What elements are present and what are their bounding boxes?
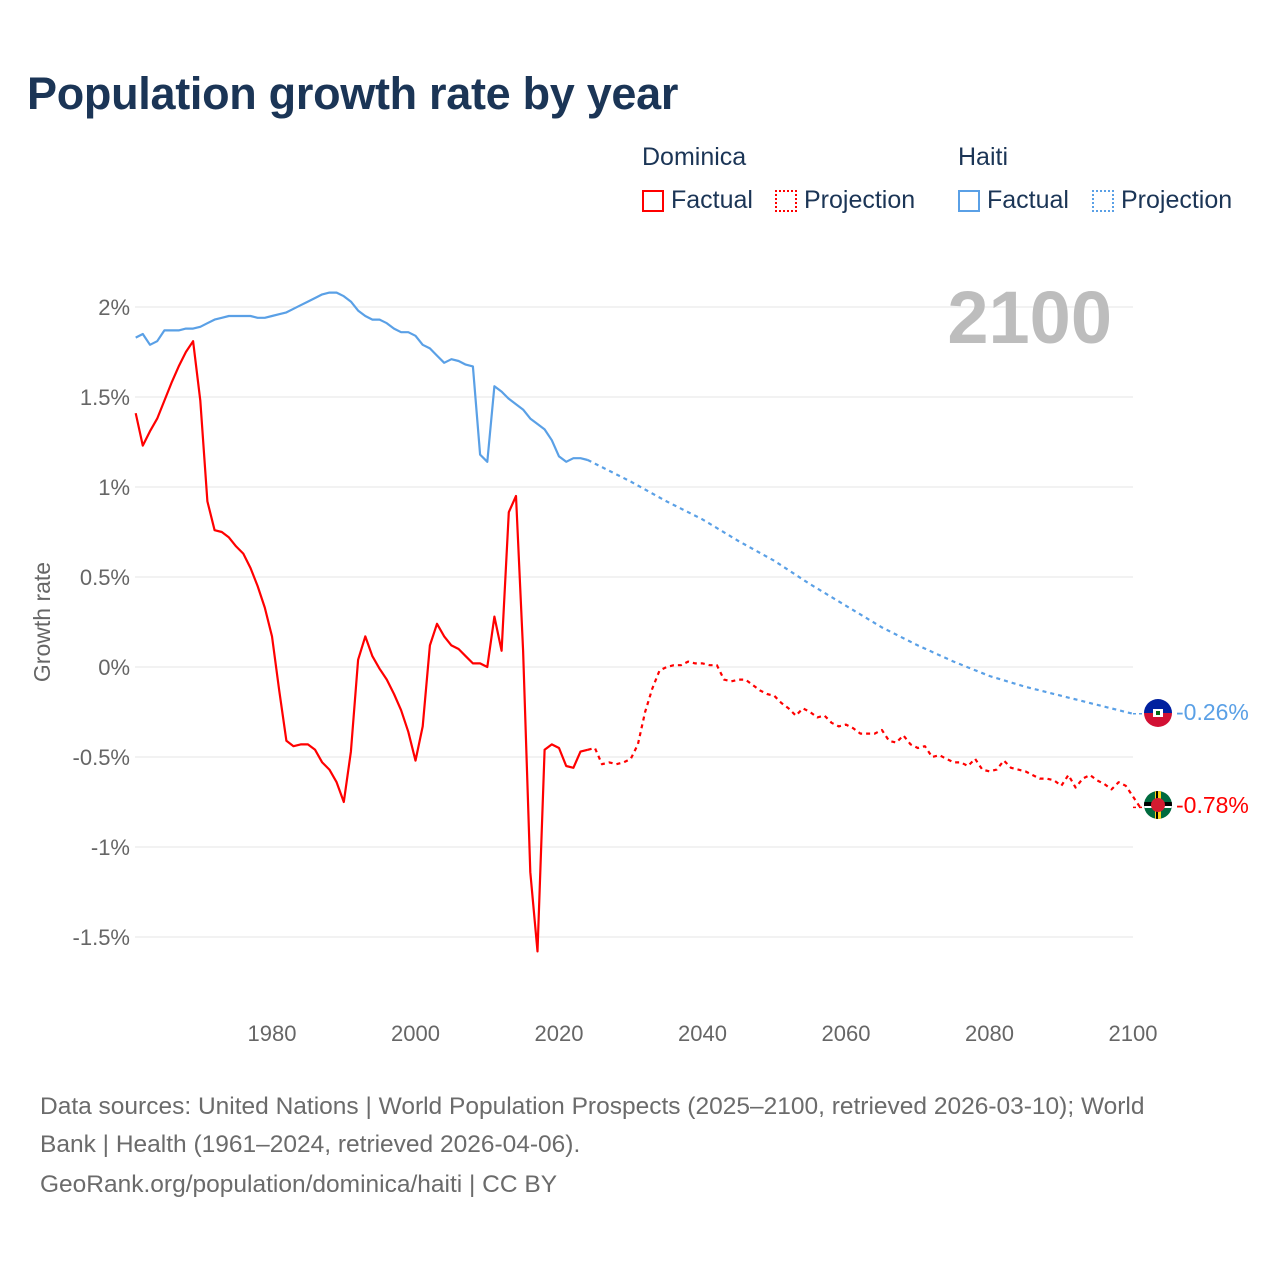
footer-line: Data sources: United Nations | World Pop… <box>40 1093 1145 1120</box>
legend-dominica: Dominica <box>642 143 746 172</box>
y-tick-label: -1% <box>91 835 130 860</box>
legend-haiti: Haiti <box>958 143 1008 172</box>
chart-title: Population growth rate by year <box>27 68 679 119</box>
y-tick-label: 0% <box>98 655 130 680</box>
footer-sources: Data sources: United Nations | World Pop… <box>40 1088 1240 1204</box>
haiti-projection-line <box>587 459 1134 715</box>
x-tick-label: 2060 <box>822 1021 871 1046</box>
legend-haiti-factual[interactable]: Factual <box>958 186 1069 215</box>
y-tick-label: -1.5% <box>73 925 130 950</box>
y-tick-label: 1% <box>98 475 130 500</box>
dominica-projection-line <box>587 660 1142 809</box>
haiti-flag-icon <box>1144 699 1172 727</box>
legend-group-title: Haiti <box>958 143 1009 171</box>
legend-dominica-projection[interactable]: Projection <box>775 186 915 215</box>
haiti-end-label: -0.26% <box>1176 699 1249 725</box>
x-tick-label: 2040 <box>678 1021 727 1046</box>
x-tick-label: 2080 <box>965 1021 1014 1046</box>
footer-line: Bank | Health (1961–2024, retrieved 2026… <box>40 1131 581 1158</box>
legend-dominica-factual[interactable]: Factual <box>642 186 753 215</box>
year-display: 2100 <box>947 276 1112 359</box>
y-tick-label: 2% <box>98 295 130 320</box>
footer-link[interactable]: GeoRank.org/population/dominica/haiti | … <box>40 1171 558 1198</box>
x-tick-label: 1980 <box>248 1021 297 1046</box>
legend-label: Factual <box>671 186 753 214</box>
legend-swatch-solid <box>958 189 980 212</box>
dominica-flag-icon <box>1144 791 1172 819</box>
legend-label: Projection <box>804 186 916 214</box>
legend-swatch-solid <box>642 189 664 212</box>
dominica-end-label: -0.78% <box>1176 792 1249 818</box>
legend-haiti-projection[interactable]: Projection <box>1092 186 1232 215</box>
dominica-factual-line <box>134 340 588 953</box>
legend-group-title: Dominica <box>642 143 747 171</box>
legend-label: Projection <box>1121 186 1233 214</box>
legend-swatch-dotted <box>775 189 797 212</box>
haiti-factual-line <box>135 291 588 463</box>
y-axis-label: Growth rate <box>29 562 55 682</box>
x-tick-label: 2000 <box>391 1021 440 1046</box>
y-tick-label: -0.5% <box>73 745 130 770</box>
legend-swatch-dotted <box>1092 189 1114 212</box>
x-tick-label: 2100 <box>1109 1021 1158 1046</box>
y-tick-label: 1.5% <box>80 385 130 410</box>
legend-label: Factual <box>987 186 1069 214</box>
x-tick-label: 2020 <box>535 1021 584 1046</box>
y-tick-label: 0.5% <box>80 565 130 590</box>
